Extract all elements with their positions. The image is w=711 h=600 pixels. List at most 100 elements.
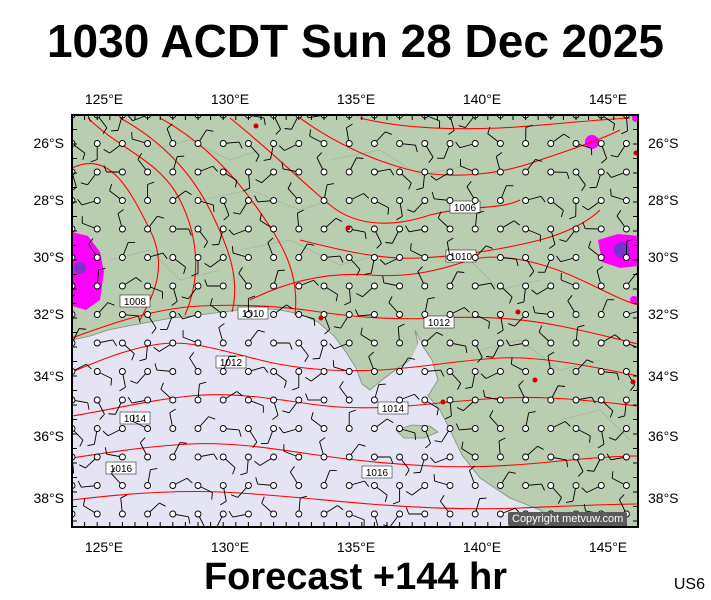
wind-station-circle	[345, 140, 353, 147]
wind-barb-flag	[228, 510, 234, 518]
wind-barb-flag	[496, 329, 504, 335]
wind-barb-flag	[531, 289, 538, 295]
wind-station-circle	[522, 339, 530, 347]
wind-station-circle	[118, 339, 126, 347]
isobar-label: 1012	[428, 318, 451, 329]
wind-station-circle	[320, 168, 328, 176]
wind-station-circle	[144, 197, 152, 204]
wind-station-circle	[421, 225, 429, 233]
wind-station-circle	[295, 339, 303, 347]
wind-barb-flag	[87, 443, 95, 447]
wind-station-circle	[118, 510, 126, 518]
wind-station-circle	[396, 396, 404, 404]
wind-barb-flag	[606, 171, 612, 178]
wind-station-circle	[144, 425, 152, 432]
wind-barb-flag	[566, 459, 569, 468]
wind-barb-flag	[434, 440, 442, 443]
wind-barb-flag	[131, 353, 135, 361]
wind-station-circle	[144, 311, 152, 318]
wind-barb-flag	[408, 182, 412, 190]
wind-station-circle	[144, 368, 152, 375]
wind-barb-flag	[581, 487, 588, 493]
wind-barb-flag	[405, 491, 413, 496]
wind-barb-flag	[515, 259, 519, 267]
wind-barb-flag	[457, 383, 462, 390]
wind-station-circle	[622, 482, 630, 489]
wind-station-circle	[93, 339, 101, 347]
wind-station-circle	[471, 168, 479, 176]
wind-station-circle	[270, 168, 278, 176]
wind-barb-flag	[416, 187, 424, 191]
wind-barb-flag	[83, 498, 86, 506]
wind-barb-flag	[282, 410, 290, 414]
wind-barb-flag	[103, 149, 110, 154]
wind-barb-flag	[79, 440, 84, 447]
wind-station-circle	[496, 225, 504, 233]
wind-barb-flag	[72, 187, 77, 192]
wind-barb-flag	[513, 220, 520, 226]
wind-station-circle	[219, 425, 227, 432]
wind-barb-flag	[611, 471, 614, 479]
isobar-label: 1016	[110, 464, 133, 475]
wind-station-circle	[320, 282, 328, 290]
wind-station-circle	[118, 282, 126, 290]
wind-station-circle	[270, 254, 278, 261]
wind-barb-flag	[324, 329, 331, 335]
wind-barb-flag	[458, 125, 466, 129]
wind-station-circle	[496, 425, 504, 432]
wind-barb-flag	[440, 369, 445, 377]
wind-barb-flag	[479, 497, 487, 500]
wind-station-circle	[572, 282, 580, 290]
wind-barb-flag	[537, 445, 544, 450]
wind-barb-flag	[487, 126, 491, 134]
wind-station-circle	[446, 368, 454, 375]
wind-barb-flag	[272, 415, 279, 420]
wind-barb-flag	[538, 325, 543, 333]
wind-station-circle	[622, 197, 630, 204]
wind-station-circle	[572, 425, 580, 432]
wind-station-circle	[270, 339, 278, 347]
wind-station-circle	[295, 482, 303, 489]
wind-barb-flag	[581, 184, 586, 192]
wind-barb-flag	[204, 279, 208, 287]
wind-barb-flag	[78, 328, 87, 330]
wind-station-circle	[446, 197, 454, 204]
wind-station-circle	[295, 168, 303, 176]
wind-barb-flag	[431, 191, 435, 199]
wind-station-circle	[194, 282, 202, 290]
wind-station-circle	[118, 225, 126, 233]
wind-station-circle	[320, 425, 328, 432]
wind-barb-flag	[483, 389, 486, 398]
wind-station-circle	[320, 368, 328, 375]
wind-barb-flag	[582, 221, 586, 229]
wind-barb-flag	[267, 237, 274, 243]
wind-barb-flag	[385, 131, 392, 135]
wind-barb-flag	[609, 410, 614, 418]
wind-station-circle	[244, 225, 252, 233]
wind-barb-flag	[509, 296, 513, 304]
lon-label: 135°E	[337, 539, 375, 555]
wind-barb-flag	[289, 342, 293, 350]
wind-barb-flag	[457, 271, 465, 273]
wind-station-circle	[522, 368, 530, 375]
wind-station-circle	[471, 339, 479, 347]
wind-station-circle	[93, 368, 101, 375]
wind-barb-flag	[131, 132, 133, 140]
wind-barb-flag	[446, 237, 454, 243]
wind-barb-flag	[455, 141, 461, 148]
wind-station-circle	[396, 368, 404, 375]
wind-station-circle	[622, 225, 630, 233]
wind-station-circle	[118, 311, 126, 318]
wind-station-circle	[295, 197, 303, 204]
wind-barb-flag	[289, 466, 295, 473]
wind-barb-flag	[407, 209, 415, 213]
wind-station-circle	[370, 482, 378, 489]
lat-label: 28°S	[33, 192, 64, 208]
wind-barb-flag	[177, 155, 185, 158]
wind-station-circle	[547, 140, 555, 147]
wind-station-circle	[597, 396, 605, 404]
wind-barb-flag	[157, 215, 165, 219]
wind-barb-flag	[626, 238, 634, 242]
wind-barb-flag	[300, 495, 308, 499]
